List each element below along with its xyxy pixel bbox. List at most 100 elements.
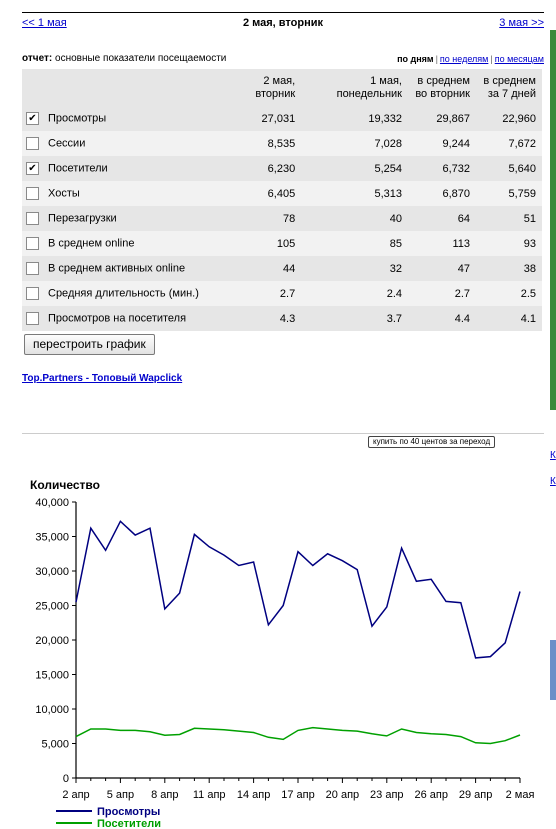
metric-value: 2.7 [220,281,302,306]
x-tick-label: 29 апр [459,789,492,801]
x-tick-label: 2 мая [506,789,535,801]
metric-value: 6,732 [408,156,476,181]
metric-checkbox[interactable] [26,237,39,250]
x-tick-label: 26 апр [414,789,447,801]
column-header: в среднем во вторник [408,69,476,106]
table-row: ✔ Посетители 6,230 5,254 6,732 5,640 [22,156,542,181]
x-tick-label: 2 апр [62,789,89,801]
metric-label: Перезагрузки [48,212,117,225]
buy-clicks-button[interactable]: купить по 40 центов за переход [368,436,496,448]
y-tick-label: 5,000 [41,739,69,751]
y-tick-label: 30,000 [35,566,69,578]
table-row: В среднем online 105 85 113 93 [22,231,542,256]
metric-value: 4.1 [476,306,542,331]
metric-value: 51 [476,206,542,231]
metric-value: 5,313 [301,181,408,206]
table-row: Сессии 8,535 7,028 9,244 7,672 [22,131,542,156]
report-header: отчет: основные показатели посещаемости … [22,53,544,67]
row-label-cell: В среднем online [22,231,220,256]
side-link[interactable]: К [550,476,556,487]
x-tick-label: 11 апр [193,789,226,801]
prev-day-link[interactable]: << 1 мая [22,17,67,29]
metric-label: Посетители [48,162,108,175]
metric-value: 2.4 [301,281,408,306]
y-tick-label: 20,000 [35,635,69,647]
table-header-row: 2 мая, вторник 1 мая, понедельник в сред… [22,69,542,106]
metric-value: 6,230 [220,156,302,181]
date-navigation: << 1 мая 2 мая, вторник 3 мая >> [22,17,544,33]
metric-label: Средняя длительность (мин.) [48,287,199,300]
report-title: основные показатели посещаемости [55,53,227,64]
table-row: ✔ Просмотры 27,031 19,332 29,867 22,960 [22,106,542,131]
x-tick-label: 8 апр [151,789,178,801]
x-tick-label: 23 апр [370,789,403,801]
metric-value: 47 [408,256,476,281]
table-row: Перезагрузки 78 40 64 51 [22,206,542,231]
y-tick-label: 25,000 [35,601,69,613]
x-tick-label: 5 апр [107,789,134,801]
x-tick-label: 20 апр [326,789,359,801]
metric-value: 64 [408,206,476,231]
rebuild-chart-button[interactable]: перестроить график [24,334,155,355]
column-header: 2 мая, вторник [220,69,302,106]
side-link[interactable]: К [550,450,556,461]
metric-value: 85 [301,231,408,256]
metric-value: 8,535 [220,131,302,156]
legend-label: Просмотры [97,806,160,818]
metric-checkbox[interactable] [26,287,39,300]
metric-label: Сессии [48,137,86,150]
metric-value: 2.7 [408,281,476,306]
row-label-cell: ✔ Посетители [22,156,220,181]
series-line-visitors [75,726,521,745]
next-day-link[interactable]: 3 мая >> [499,17,544,29]
metric-value: 40 [301,206,408,231]
metric-value: 22,960 [476,106,542,131]
period-modes: по дням | по неделям | по месяцам [397,54,544,64]
column-header: в среднем за 7 дней [476,69,542,106]
metric-checkbox[interactable] [26,187,39,200]
row-label-cell: Сессии [22,131,220,156]
mode-by-months[interactable]: по месяцам [494,54,544,64]
mode-by-weeks[interactable]: по неделям [439,54,489,64]
traffic-chart: Количество 0 5,000 10,000 15,000 20,000 25,000… [30,478,535,829]
metric-label: В среднем online [48,237,135,250]
row-label-cell: Хосты [22,181,220,206]
metric-checkbox[interactable] [26,137,39,150]
current-date: 2 мая, вторник [242,17,324,29]
metric-value: 6,405 [220,181,302,206]
chart-y-title: Количество [30,478,100,492]
metric-checkbox[interactable]: ✔ [26,162,39,175]
x-tick-label: 17 апр [281,789,314,801]
top-rule [22,12,544,13]
row-label-cell: Перезагрузки [22,206,220,231]
metric-checkbox[interactable] [26,312,39,325]
metric-label: Хосты [48,187,80,200]
row-label-cell: Просмотров на посетителя [22,306,220,331]
mode-by-days[interactable]: по дням [397,54,434,64]
metric-value: 78 [220,206,302,231]
metric-value: 7,672 [476,131,542,156]
metric-value: 2.5 [476,281,542,306]
metric-value: 113 [408,231,476,256]
metric-value: 38 [476,256,542,281]
metric-value: 105 [220,231,302,256]
metric-value: 4.4 [408,306,476,331]
y-tick-label: 0 [63,773,69,785]
metric-value: 5,640 [476,156,542,181]
metric-checkbox[interactable]: ✔ [26,112,39,125]
row-label-cell: Средняя длительность (мин.) [22,281,220,306]
metric-value: 9,244 [408,131,476,156]
metric-label: Просмотров на посетителя [48,312,187,325]
metric-value: 27,031 [220,106,302,131]
section-divider [22,433,544,434]
series-line-views [75,520,521,659]
metric-value: 32 [301,256,408,281]
y-tick-label: 10,000 [35,704,69,716]
table-row: Хосты 6,405 5,313 6,870 5,759 [22,181,542,206]
metric-value: 44 [220,256,302,281]
metric-value: 3.7 [301,306,408,331]
metric-checkbox[interactable] [26,262,39,275]
y-tick-label: 40,000 [35,497,69,509]
promo-link[interactable]: Top.Partners - Топовый Wapclick [22,373,183,384]
metric-checkbox[interactable] [26,212,39,225]
